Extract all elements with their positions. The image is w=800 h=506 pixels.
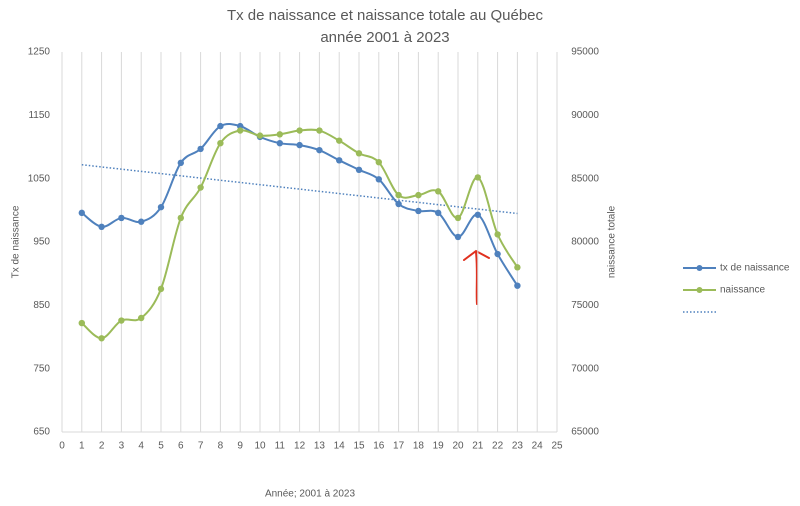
x-tick-label: 4: [138, 441, 144, 452]
data-point: [494, 250, 501, 258]
y-tick-label: 650: [33, 427, 50, 438]
data-point: [237, 122, 244, 130]
data-point: [118, 317, 125, 324]
data-point: [98, 223, 105, 230]
x-tick-label: 1: [79, 441, 85, 452]
data-point: [316, 127, 323, 134]
y-tick-label: 1250: [28, 47, 51, 58]
data-point: [355, 166, 363, 173]
data-point: [435, 209, 442, 217]
annotation-arrow: [463, 249, 490, 305]
data-point: [197, 184, 204, 191]
x-tick-label: 11: [275, 441, 286, 452]
x-tick-label: 5: [158, 441, 164, 452]
data-point: [296, 141, 303, 149]
legend-label: tx de naissance: [720, 263, 790, 274]
data-point: [375, 159, 382, 166]
data-point: [217, 122, 224, 130]
x-tick-label: 24: [532, 441, 544, 452]
y-tick-label: 750: [33, 363, 50, 374]
x-tick-label: 16: [373, 441, 385, 452]
data-point: [78, 319, 86, 327]
data-point: [375, 176, 382, 183]
data-point: [474, 211, 481, 218]
x-axis-label: Année; 2001 à 2023: [265, 489, 356, 500]
trendline: [81, 163, 518, 215]
y2-tick-label: 80000: [571, 237, 599, 248]
data-point: [336, 157, 343, 164]
data-point: [435, 188, 442, 195]
data-point: [514, 264, 521, 271]
y2-tick-label: 75000: [571, 300, 599, 311]
data-point: [494, 231, 501, 238]
x-tick-label: 8: [218, 441, 224, 452]
x-tick-label: 18: [413, 441, 425, 452]
x-tick-label: 10: [254, 441, 266, 452]
y-tick-label: 1150: [28, 110, 50, 121]
data-point: [454, 214, 462, 222]
x-tick-label: 3: [119, 441, 125, 452]
y-tick-label: 950: [33, 237, 50, 248]
data-point: [157, 203, 165, 211]
legend-label: naissance: [720, 285, 765, 296]
y2-tick-label: 65000: [571, 427, 599, 438]
x-tick-label: 19: [433, 441, 445, 452]
data-point: [336, 137, 343, 144]
x-tick-label: 22: [492, 441, 504, 452]
data-point: [474, 174, 481, 181]
data-point: [296, 127, 303, 134]
x-tick-label: 25: [551, 441, 563, 452]
data-point: [78, 209, 86, 217]
x-tick-label: 21: [472, 441, 484, 452]
data-point: [395, 200, 402, 208]
data-point: [138, 314, 145, 322]
data-point: [197, 145, 204, 153]
x-tick-label: 15: [353, 441, 365, 452]
x-tick-label: 2: [99, 441, 105, 452]
legend-marker: [696, 265, 703, 271]
data-point: [157, 285, 165, 293]
data-point: [237, 127, 244, 134]
x-tick-label: 14: [334, 441, 346, 452]
data-point: [276, 140, 283, 147]
data-point: [177, 159, 184, 167]
x-tick-label: 23: [512, 441, 524, 452]
data-point: [98, 335, 105, 342]
data-point: [514, 282, 521, 289]
y-tick-label: 850: [33, 300, 50, 311]
data-point: [138, 218, 145, 225]
y-axis-label: Tx de naissance: [11, 205, 22, 278]
x-tick-label: 7: [198, 441, 204, 452]
x-tick-label: 17: [393, 441, 405, 452]
x-tick-label: 6: [178, 441, 184, 452]
y2-tick-label: 90000: [571, 110, 599, 121]
x-tick-label: 0: [59, 441, 65, 452]
x-tick-label: 20: [452, 441, 464, 452]
data-point: [415, 191, 422, 199]
x-tick-label: 13: [314, 441, 326, 452]
data-point: [256, 132, 264, 139]
chart-subtitle: année 2001 à 2023: [320, 29, 449, 46]
data-point: [316, 146, 323, 154]
legend-marker: [696, 287, 703, 293]
x-tick-label: 9: [237, 441, 243, 452]
data-point: [355, 150, 363, 157]
y2-axis-label: naissance totale: [607, 205, 618, 278]
data-point: [177, 214, 184, 222]
y2-tick-label: 85000: [571, 173, 599, 184]
data-point: [217, 140, 224, 147]
y-tick-label: 1050: [28, 173, 51, 184]
data-point: [454, 233, 462, 241]
chart-title: Tx de naissance et naissance totale au Q…: [227, 7, 544, 24]
x-tick-label: 12: [294, 441, 306, 452]
data-point: [118, 214, 125, 222]
y2-tick-label: 95000: [571, 47, 599, 58]
data-point: [395, 191, 402, 199]
data-point: [415, 207, 422, 215]
y2-tick-label: 70000: [571, 363, 599, 374]
data-point: [276, 131, 283, 138]
